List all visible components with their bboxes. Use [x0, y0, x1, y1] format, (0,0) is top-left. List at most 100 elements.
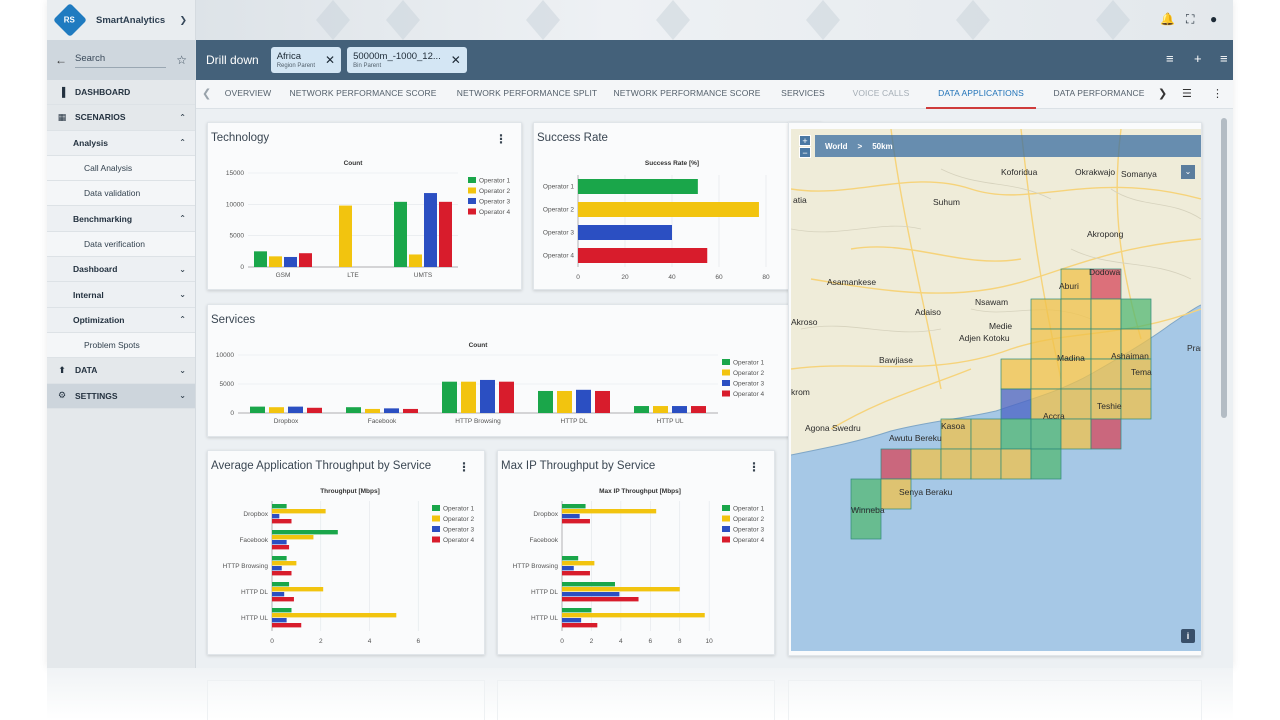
chevron-down-icon[interactable]: ⌄: [179, 365, 186, 375]
y-tick-label: HTTP UL: [241, 615, 268, 622]
bar: [562, 587, 680, 592]
info-icon[interactable]: i: [1181, 629, 1195, 643]
map-place-label: krom: [791, 387, 810, 397]
legend-swatch: [432, 505, 440, 511]
star-icon[interactable]: ☆: [176, 53, 187, 67]
chevron-up-icon[interactable]: ⌃: [179, 112, 186, 122]
add-icon[interactable]: +: [1194, 51, 1202, 66]
more-vert-icon[interactable]: ⋮: [748, 460, 760, 474]
sidebar-item-call-analysis[interactable]: Call Analysis: [47, 155, 195, 182]
tab-services[interactable]: SERVICES: [781, 88, 825, 98]
account-icon[interactable]: ●: [1210, 12, 1218, 26]
coverage-cell: [1060, 268, 1092, 300]
sidebar-item-optimization[interactable]: Optimization ⌃: [47, 307, 195, 333]
coverage-cell: [1030, 298, 1062, 330]
grid-icon: ▦: [57, 111, 67, 122]
map-dropdown-icon[interactable]: ⌄: [1181, 165, 1195, 179]
services-chart: Count 0 5000 10000 Dropbox Facebook HTTP Brows…: [216, 342, 765, 425]
top-strip: 🔔 ⛶ ●: [196, 0, 1233, 40]
bar: [272, 514, 280, 519]
breadcrumb-world[interactable]: World: [825, 141, 848, 151]
map-place-label: Madina: [1057, 353, 1085, 363]
sidebar-item-benchmarking[interactable]: Benchmarking ⌃: [47, 206, 195, 232]
legend-swatch: [722, 390, 730, 397]
legend-label: Operator 2: [443, 516, 474, 523]
chip-bin[interactable]: 50000m_-1000_12... Bin Parent ✕: [347, 47, 467, 73]
back-arrow-icon[interactable]: ←: [55, 53, 67, 67]
legend-swatch: [432, 536, 440, 543]
coverage-cell: [1060, 328, 1092, 360]
map-place-label: Agona Swedru: [805, 423, 861, 433]
legend-label: Operator 1: [733, 360, 764, 367]
y-tick-label: Facebook: [239, 537, 268, 544]
tab-data-applications[interactable]: DATA APPLICATIONS: [926, 80, 1036, 109]
tab-voice-calls[interactable]: VOICE CALLS: [852, 88, 910, 98]
more-vert-icon[interactable]: ⋮: [458, 460, 470, 474]
scrollbar[interactable]: [1221, 112, 1227, 664]
chevron-down-icon[interactable]: ⌄: [179, 264, 186, 274]
bar: [346, 407, 361, 413]
more-vert-icon[interactable]: ⋮: [1212, 88, 1223, 100]
chip-region-label: Africa: [276, 51, 301, 62]
tab-network-performance-split[interactable]: NETWORK PERFORMANCE SPLIT: [456, 88, 598, 98]
zoom-out-button[interactable]: −: [799, 147, 811, 158]
sidebar-item-dashboard[interactable]: ▐ DASHBOARD: [47, 80, 195, 106]
bar: [439, 201, 452, 267]
coverage-cell: [1060, 298, 1092, 330]
sidebar-item-scenarios[interactable]: ▦ SCENARIOS ⌃: [47, 105, 195, 131]
bar: [653, 406, 668, 413]
zoom-in-button[interactable]: +: [799, 135, 811, 146]
map-place-label: Kasoa: [941, 421, 966, 431]
app-name: SmartAnalytics: [96, 14, 166, 26]
legend-swatch: [468, 198, 476, 204]
legend-swatch: [432, 515, 440, 522]
chip-region[interactable]: Africa Region Parent ✕: [270, 47, 342, 73]
bar: [272, 582, 290, 587]
chevron-up-icon[interactable]: ⌃: [179, 315, 186, 325]
chevron-down-icon[interactable]: ⌄: [179, 290, 186, 300]
legend-label: Operator 1: [479, 178, 510, 185]
bar: [272, 571, 292, 576]
sidebar-item-settings[interactable]: ⚙ SETTINGS ⌄: [47, 383, 195, 409]
filter-icon[interactable]: ≡: [1220, 51, 1228, 66]
sidebar-item-data-verification[interactable]: Data verification: [47, 231, 195, 258]
chevron-down-icon[interactable]: ❯: [179, 14, 187, 25]
tab-overview[interactable]: OVERVIEW: [224, 88, 272, 98]
sidebar-item-analysis[interactable]: Analysis ⌃: [47, 130, 195, 156]
tab-network-performance-score[interactable]: NETWORK PERFORMANCE SCORE: [613, 88, 761, 98]
road: [791, 181, 1201, 200]
sidebar-item-label: Benchmarking: [73, 213, 133, 224]
fullscreen-icon[interactable]: ⛶: [1186, 12, 1195, 26]
card-title: Max IP Throughput by Service: [501, 460, 656, 472]
list-check-icon[interactable]: ☰: [1182, 88, 1192, 100]
chevron-left-icon[interactable]: ❮: [202, 88, 212, 100]
avg-throughput-chart: Throughput [Mbps] 0 2 4 6 Dropbox Facebook HTTP…: [223, 488, 475, 645]
coverage-cell: [1000, 388, 1032, 420]
more-vert-icon[interactable]: ⋮: [495, 132, 507, 146]
close-icon[interactable]: ✕: [325, 53, 336, 67]
tab-network-performance-score[interactable]: NETWORK PERFORMANCE SCORE: [289, 88, 437, 98]
sidebar-item-data[interactable]: ⬆ DATA ⌄: [47, 358, 195, 384]
bar: [595, 390, 610, 413]
sidebar-item-dashboard[interactable]: Dashboard ⌄: [47, 257, 195, 283]
sidebar-item-data-validation[interactable]: Data validation: [47, 181, 195, 207]
map-view[interactable]: Koforidua Okrakwajo Somanya atia Suhum Akropo…: [791, 129, 1201, 651]
coverage-cell: [1120, 388, 1152, 420]
search-input[interactable]: Search: [75, 53, 167, 68]
tab-data-performance[interactable]: DATA PERFORMANCE: [1053, 88, 1145, 98]
x-tick-label: Facebook: [368, 418, 397, 425]
bar: [272, 566, 282, 571]
sidebar-item-problem-spots[interactable]: Problem Spots: [47, 332, 195, 359]
close-icon[interactable]: ✕: [450, 53, 461, 67]
chevron-down-icon[interactable]: ⌄: [179, 391, 186, 401]
align-icon[interactable]: ≡: [1166, 51, 1174, 66]
chevron-up-icon[interactable]: ⌃: [179, 138, 186, 148]
sidebar-item-internal[interactable]: Internal ⌄: [47, 282, 195, 308]
chevron-up-icon[interactable]: ⌃: [179, 214, 186, 224]
chevron-right-icon[interactable]: ❯: [1158, 88, 1168, 100]
bell-icon[interactable]: 🔔: [1160, 12, 1175, 26]
app-logo: RS: [53, 3, 87, 37]
bar: [562, 571, 590, 576]
y-tick-label: Operator 4: [543, 253, 574, 260]
bar: [254, 251, 267, 267]
